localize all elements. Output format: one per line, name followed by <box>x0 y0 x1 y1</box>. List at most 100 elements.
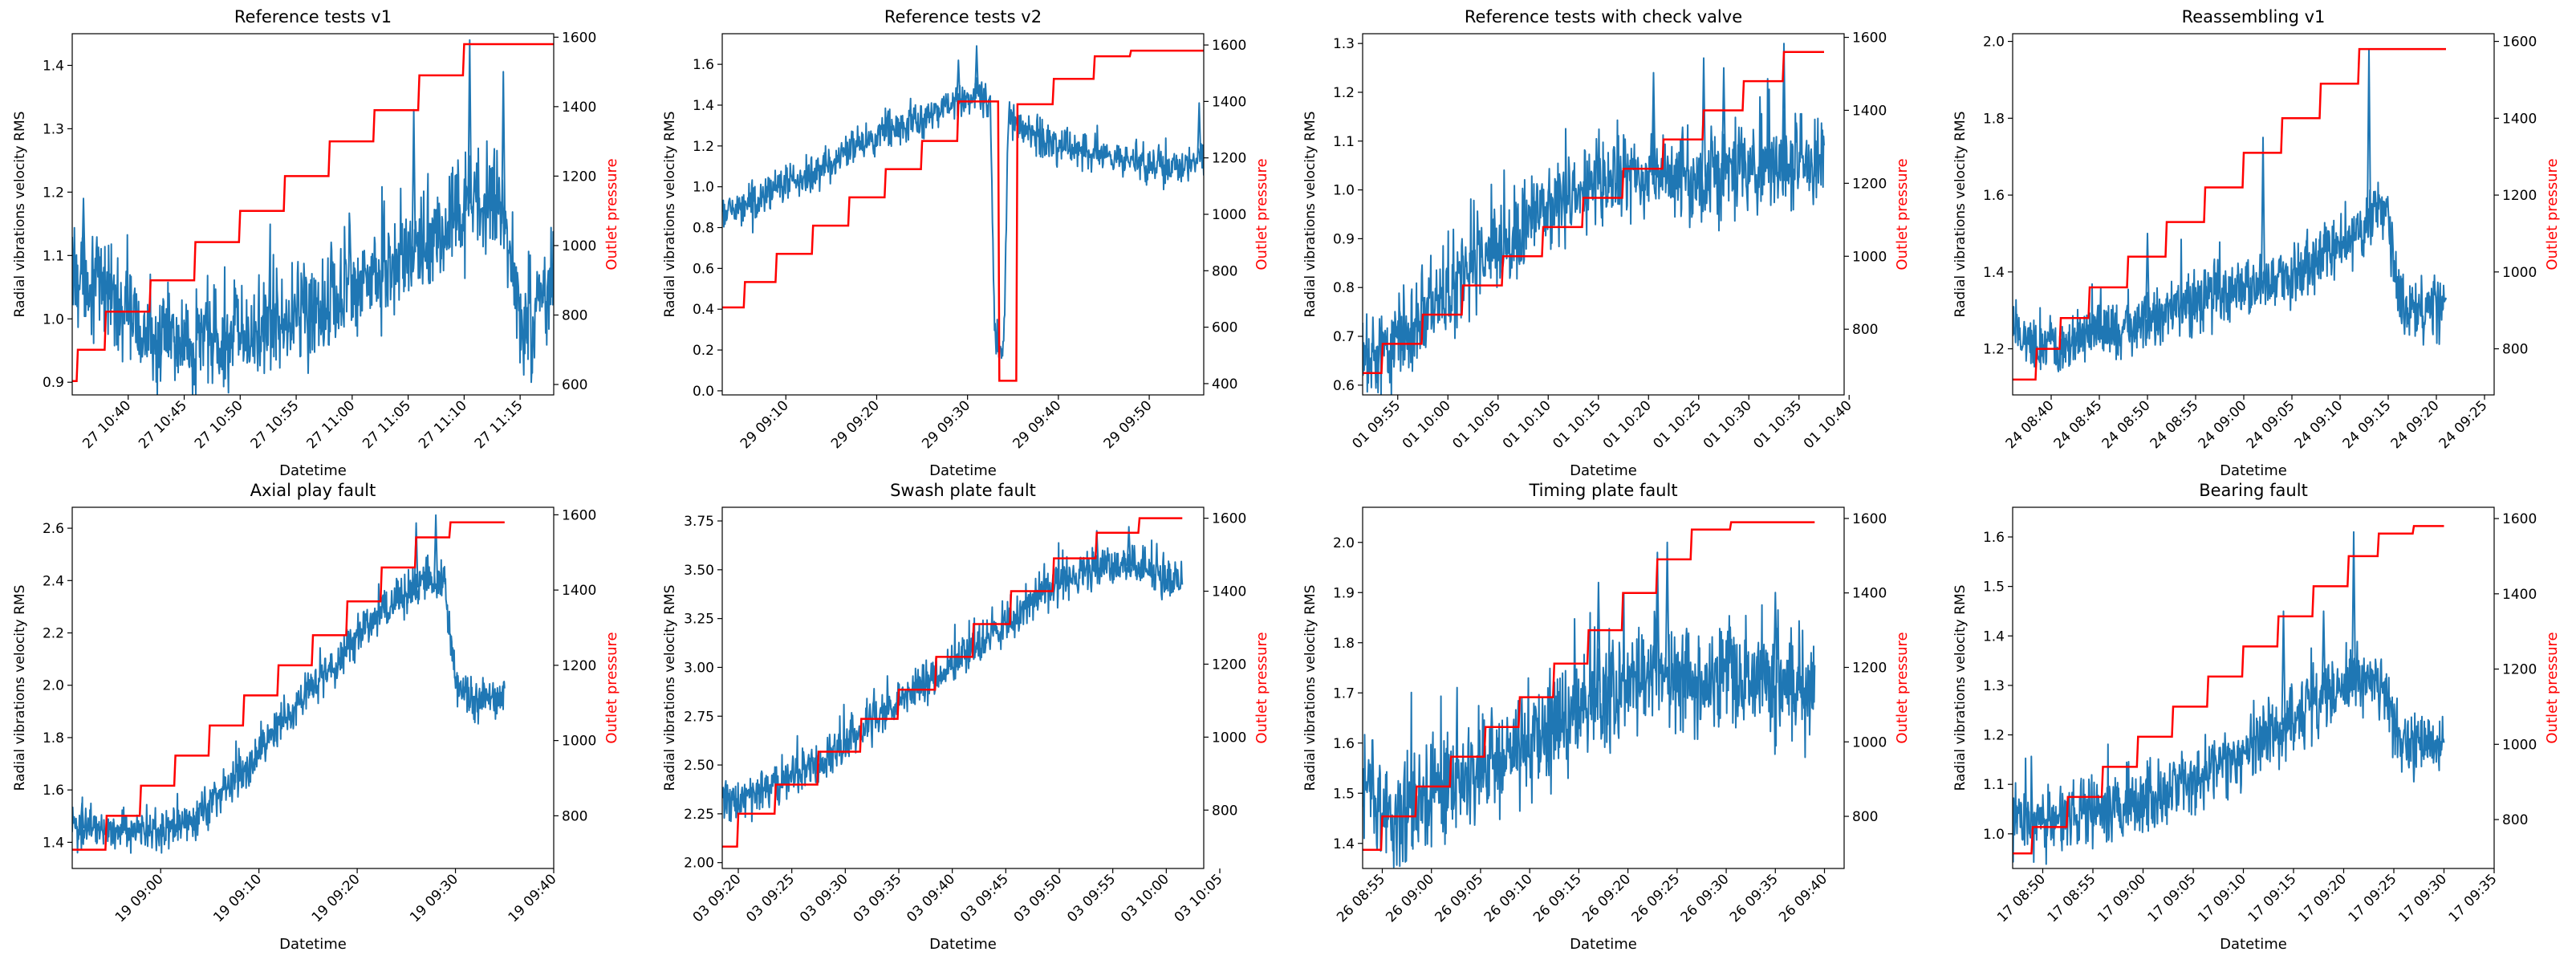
x-tick-label: 01 09:55 <box>1349 397 1404 452</box>
x-axis-label: Datetime <box>2220 462 2287 479</box>
y-tick-label: 0.8 <box>1333 280 1355 296</box>
y-tick-label: 1.0 <box>1333 183 1355 199</box>
subplot-7: 1.4 1.5 1.6 1.7 1.8 1.9 2.0 800 1000 1200 1400 1600… <box>1302 481 1911 953</box>
x-tick-label: 26 09:40 <box>1776 871 1830 925</box>
y2-axis-label: Outlet pressure <box>2544 632 2561 743</box>
y-tick-label: 1.8 <box>43 730 64 746</box>
x-tick-label: 03 09:30 <box>797 871 851 925</box>
y-tick-label: 0.0 <box>693 384 714 400</box>
y-axis-label: Radial vibrations velocity RMS <box>1952 112 1969 318</box>
vibration-series-line <box>1363 541 1816 868</box>
subplot-6: 2.00 2.25 2.50 2.75 3.00 3.25 3.50 3.75 800 1000 1… <box>662 481 1270 953</box>
plot-frame <box>71 33 555 396</box>
y-axis-label: Radial vibrations velocity RMS <box>1302 112 1318 318</box>
vibration-series-line <box>72 514 506 854</box>
y-tick-label: 1.6 <box>693 57 714 73</box>
x-tick-label: 27 10:40 <box>79 397 134 452</box>
y-tick-label: 0.6 <box>1333 378 1355 394</box>
y2-tick-label: 1600 <box>1212 511 1246 527</box>
y-tick-label: 1.3 <box>43 121 64 137</box>
x-tick-label: 29 09:20 <box>828 397 883 452</box>
y2-tick-label: 1400 <box>2502 111 2537 127</box>
y2-tick-label: 1200 <box>1852 176 1887 192</box>
x-tick-label: 01 10:10 <box>1500 397 1554 452</box>
x-tick-label: 01 10:40 <box>1801 397 1855 452</box>
x-tick-label: 19 09:30 <box>407 871 461 925</box>
y2-tick-label: 1000 <box>1852 249 1887 265</box>
x-tick-label: 03 09:35 <box>851 871 905 925</box>
y2-tick-label: 600 <box>562 377 587 393</box>
y2-tick-label: 1000 <box>2502 737 2537 753</box>
x-tick-label: 01 10:30 <box>1700 397 1755 452</box>
chart-title: Reference tests with check valve <box>1465 7 1742 26</box>
y-axis-label: Radial vibrations velocity RMS <box>662 112 678 318</box>
x-tick-label: 29 09:40 <box>1010 397 1064 452</box>
x-tick-label: 24 08:45 <box>2051 397 2106 452</box>
y2-tick-label: 1200 <box>1852 660 1887 676</box>
y-tick-label: 1.3 <box>1333 36 1355 52</box>
y2-tick-label: 400 <box>1212 376 1237 392</box>
x-tick-label: 24 09:15 <box>2340 397 2395 452</box>
y2-tick-label: 1200 <box>562 658 596 674</box>
y-tick-label: 1.4 <box>1333 836 1355 852</box>
chart-title: Axial play fault <box>250 481 376 500</box>
y-axis-label: Radial vibrations velocity RMS <box>1302 585 1318 791</box>
vibration-series-line <box>722 45 1204 360</box>
x-tick-label: 27 11:00 <box>303 397 358 452</box>
x-tick-label: 17 09:00 <box>2095 871 2149 925</box>
x-tick-label: 26 09:15 <box>1530 871 1585 925</box>
y-tick-label: 1.0 <box>1983 827 2005 843</box>
y2-tick-label: 1200 <box>1212 657 1246 673</box>
y-tick-label: 1.1 <box>1983 777 2005 793</box>
x-tick-label: 26 09:25 <box>1628 871 1683 925</box>
y2-tick-label: 1200 <box>2502 188 2537 204</box>
x-tick-label: 24 08:55 <box>2147 397 2202 452</box>
x-tick-label: 03 09:25 <box>743 871 798 925</box>
x-tick-label: 01 10:15 <box>1550 397 1604 452</box>
x-tick-label: 26 09:10 <box>1481 871 1536 925</box>
y-tick-label: 0.7 <box>1333 329 1355 345</box>
y-tick-label: 1.2 <box>43 185 64 201</box>
y2-tick-label: 1600 <box>2502 511 2537 527</box>
y-tick-label: 1.9 <box>1333 585 1355 601</box>
x-axis-label: Datetime <box>1570 462 1637 479</box>
y2-axis-label: Outlet pressure <box>2544 158 2561 270</box>
x-tick-label: 27 11:05 <box>360 397 414 452</box>
y-tick-label: 2.0 <box>1983 35 2005 51</box>
x-tick-label: 03 09:45 <box>957 871 1012 925</box>
y-tick-label: 1.0 <box>693 180 714 196</box>
x-tick-label: 01 10:35 <box>1750 397 1805 452</box>
vibration-series-line <box>72 39 554 395</box>
y-tick-label: 3.25 <box>684 612 714 628</box>
x-axis-label: Datetime <box>279 936 347 953</box>
pressure-series-line <box>2013 47 2446 381</box>
x-tick-label: 19 09:40 <box>506 871 560 925</box>
x-tick-label: 24 08:50 <box>2099 397 2154 452</box>
y-tick-label: 0.9 <box>43 375 64 391</box>
y-tick-label: 2.75 <box>684 709 714 725</box>
plot-frame <box>2012 506 2495 869</box>
plot-frame <box>71 506 555 869</box>
x-tick-label: 26 09:30 <box>1678 871 1733 925</box>
y-tick-label: 0.6 <box>693 261 714 277</box>
y2-tick-label: 1200 <box>562 169 596 185</box>
plot-frame <box>1362 506 1845 869</box>
y-tick-label: 2.0 <box>1333 535 1355 551</box>
x-axis-label: Datetime <box>929 936 997 953</box>
pressure-series-line <box>72 521 505 851</box>
y-tick-label: 0.9 <box>1333 231 1355 247</box>
x-tick-label: 19 09:00 <box>112 871 167 925</box>
x-tick-label: 29 09:50 <box>1101 397 1156 452</box>
y2-axis-label: Outlet pressure <box>1894 158 1911 270</box>
y2-tick-label: 1200 <box>1212 151 1246 167</box>
y-tick-label: 2.2 <box>43 626 64 642</box>
y2-tick-label: 600 <box>1212 320 1237 336</box>
y-tick-label: 3.50 <box>684 563 714 579</box>
x-tick-label: 17 09:25 <box>2346 871 2400 925</box>
x-tick-label: 17 09:15 <box>2245 871 2300 925</box>
y-tick-label: 1.6 <box>1983 188 2005 204</box>
y-tick-label: 1.1 <box>1333 134 1355 150</box>
y2-tick-label: 800 <box>2502 812 2528 828</box>
y2-axis-label: Outlet pressure <box>1253 158 1270 270</box>
y-tick-label: 3.75 <box>684 514 714 530</box>
